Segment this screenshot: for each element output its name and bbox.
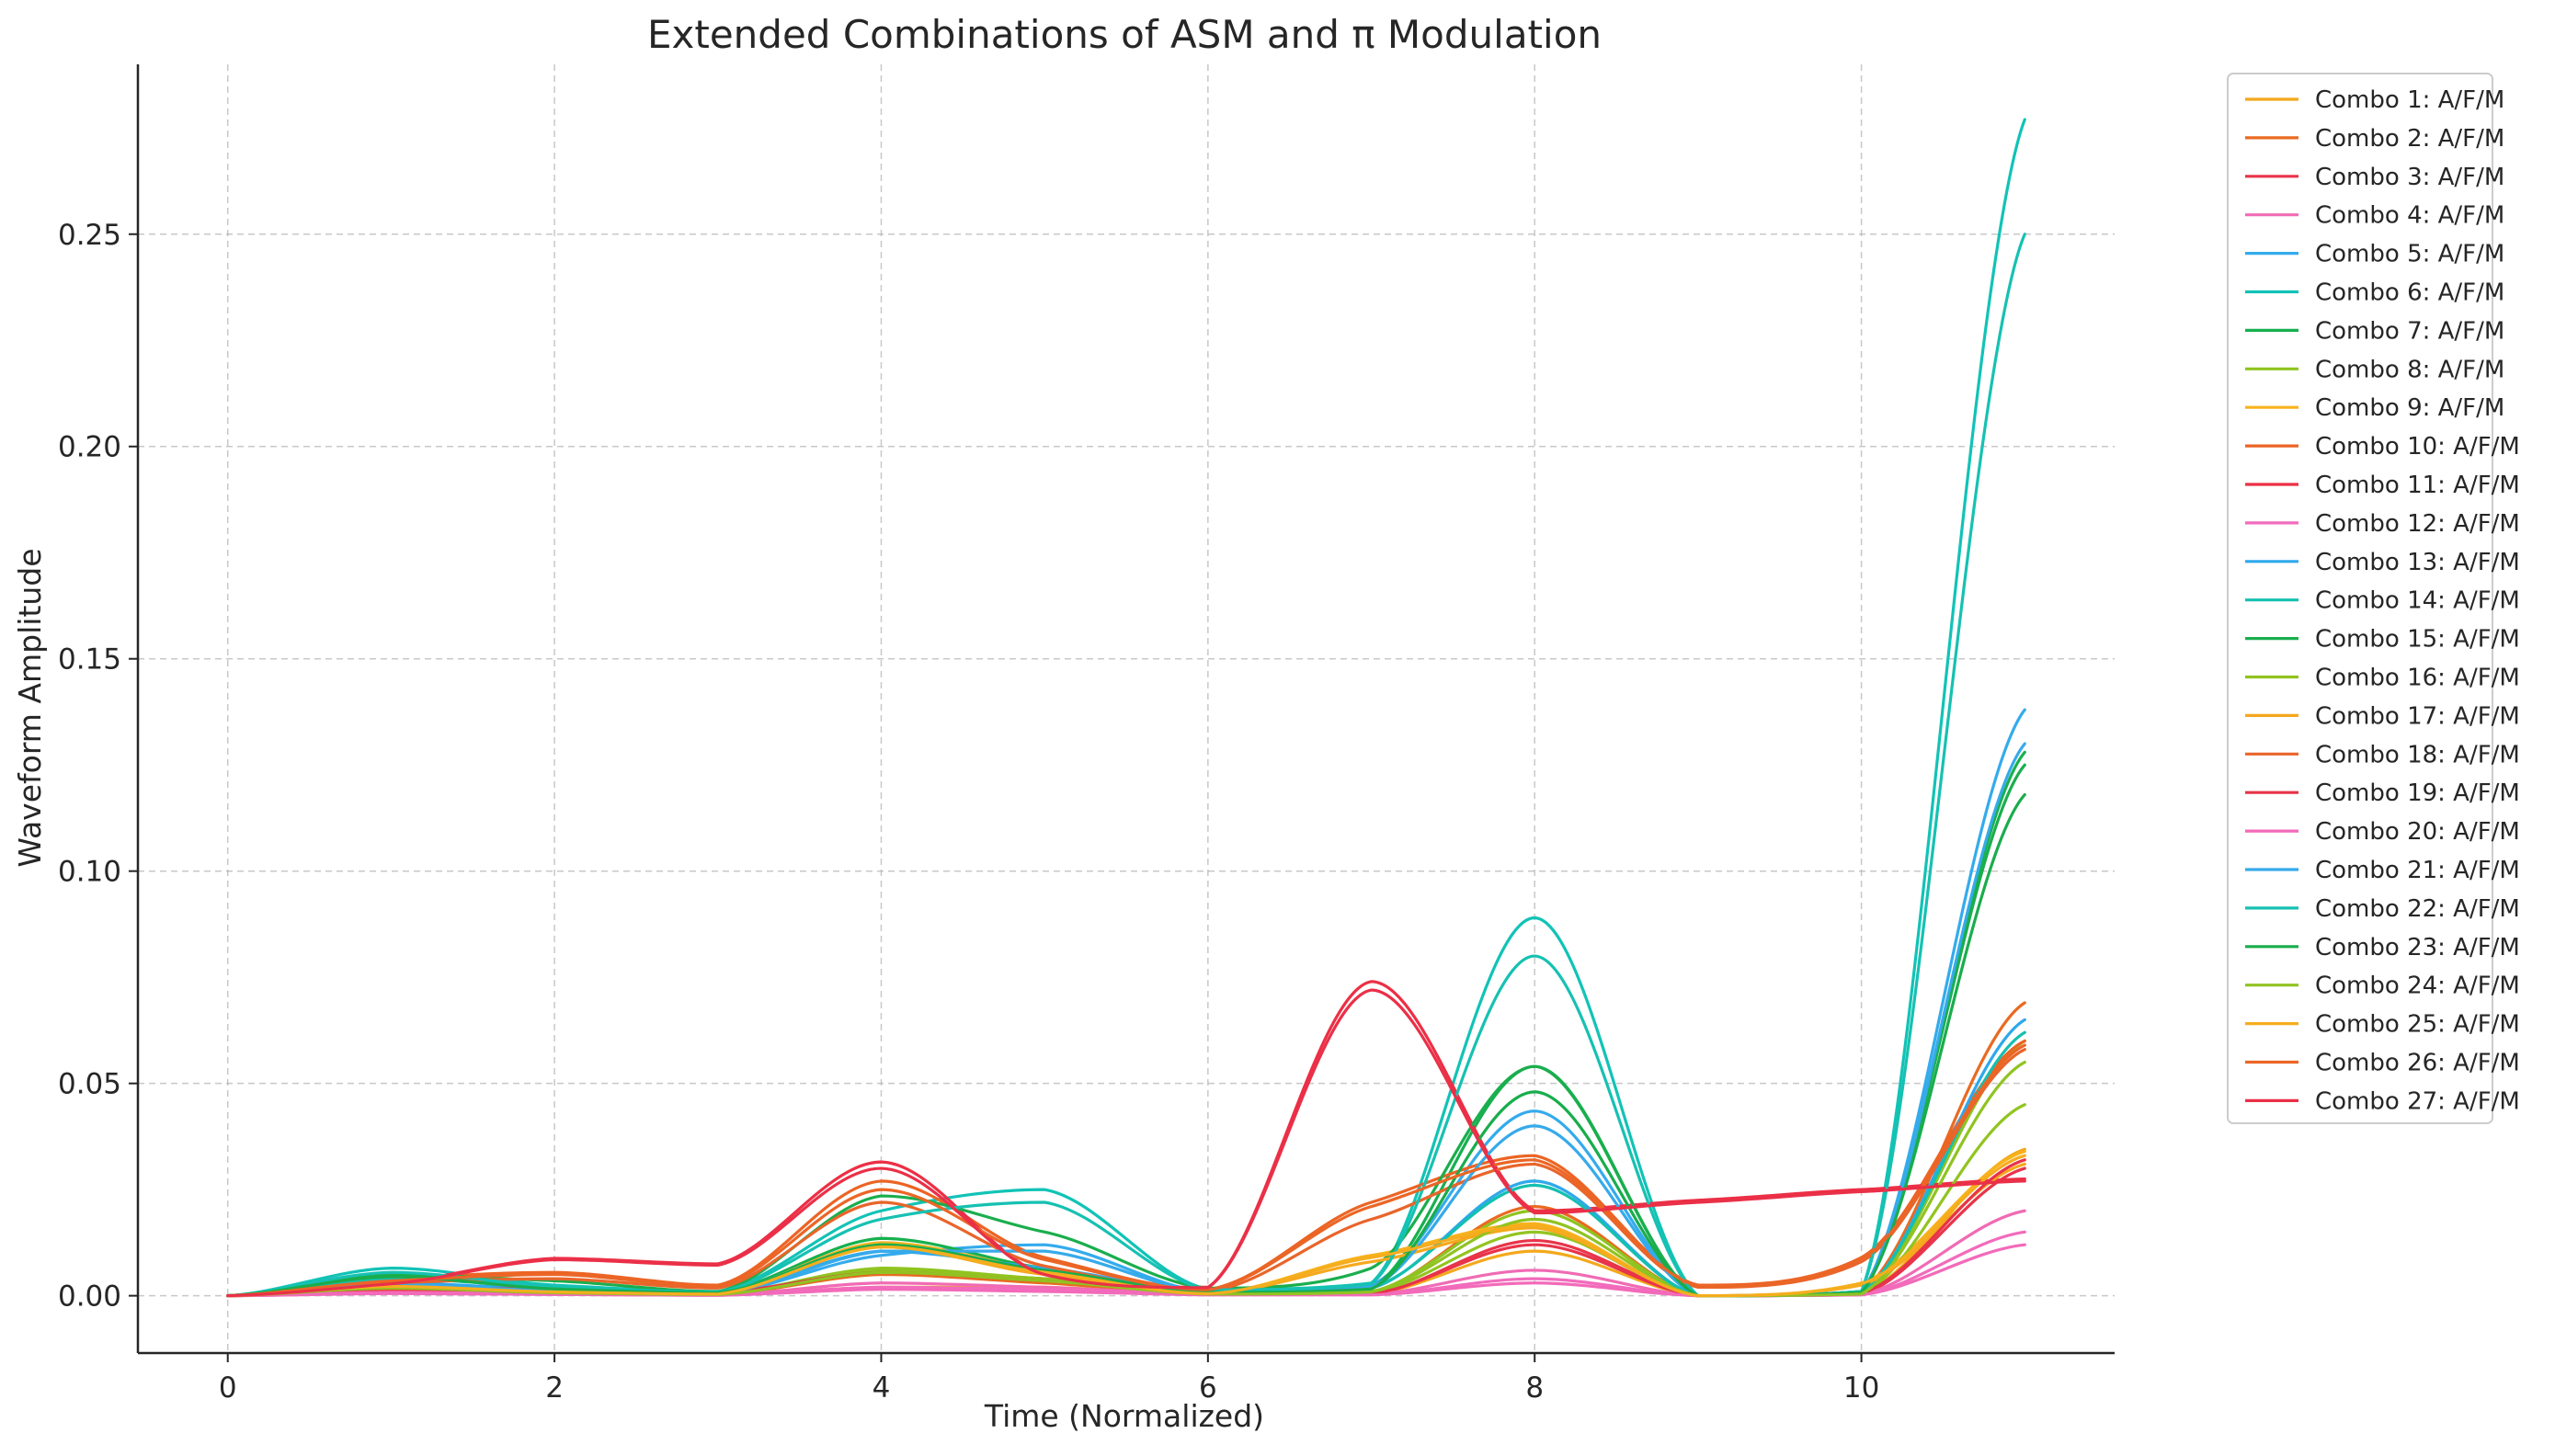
y-tick-label: 0.10 [58, 856, 121, 889]
x-tick-label: 4 [873, 1371, 891, 1405]
legend-label: Combo 8: A/F/M [2315, 356, 2504, 383]
legend-label: Combo 20: A/F/M [2315, 818, 2520, 846]
y-tick-label: 0.25 [58, 219, 121, 252]
series-line-combo-27 [226, 988, 2026, 1298]
legend-label: Combo 21: A/F/M [2315, 857, 2520, 884]
legend-label: Combo 3: A/F/M [2315, 164, 2504, 191]
x-tick-label: 0 [219, 1371, 237, 1405]
legend-frame [2227, 73, 2493, 1124]
legend-label: Combo 4: A/F/M [2315, 202, 2504, 230]
legend-label: Combo 2: A/F/M [2315, 125, 2504, 153]
legend-label: Combo 1: A/F/M [2315, 86, 2504, 114]
series-line-combo-26 [226, 1043, 2026, 1298]
legend-label: Combo 19: A/F/M [2315, 779, 2520, 807]
x-tick-label: 6 [1199, 1371, 1217, 1405]
legend-items: Combo 1: A/F/M Combo 2: A/F/M Combo 3: A/F… [2245, 86, 2520, 1115]
legend-label: Combo 12: A/F/M [2315, 510, 2520, 538]
legend-label: Combo 26: A/F/M [2315, 1050, 2520, 1077]
axes [129, 64, 2115, 1362]
legend-label: Combo 27: A/F/M [2315, 1087, 2520, 1115]
y-axis-label: Waveform Amplitude [12, 548, 48, 867]
legend-label: Combo 14: A/F/M [2315, 587, 2520, 615]
y-tick-label: 0.20 [58, 431, 121, 464]
chart-title: Extended Combinations of ASM and π Modul… [647, 12, 1602, 57]
tick-labels: 0 2 4 6 8 10 0.00 0.05 0.10 0.15 0.20 0.25 [58, 219, 1879, 1405]
x-tick-label: 10 [1843, 1371, 1879, 1405]
legend-label: Combo 15: A/F/M [2315, 626, 2520, 654]
legend-label: Combo 17: A/F/M [2315, 702, 2520, 730]
legend-label: Combo 7: A/F/M [2315, 317, 2504, 345]
legend-label: Combo 11: A/F/M [2315, 472, 2520, 499]
legend-label: Combo 9: A/F/M [2315, 394, 2504, 422]
legend-label: Combo 6: A/F/M [2315, 279, 2504, 307]
legend-label: Combo 13: A/F/M [2315, 549, 2520, 576]
legend-label: Combo 10: A/F/M [2315, 433, 2520, 461]
legend-label: Combo 24: A/F/M [2315, 973, 2520, 1000]
legend: Combo 1: A/F/M Combo 2: A/F/M Combo 3: A/F… [2227, 73, 2520, 1124]
series-lines [226, 118, 2026, 1298]
y-tick-label: 0.15 [58, 643, 121, 677]
x-axis-label: Time (Normalized) [984, 1398, 1264, 1434]
x-tick-label: 2 [545, 1371, 564, 1405]
legend-label: Combo 22: A/F/M [2315, 895, 2520, 923]
y-tick-label: 0.05 [58, 1068, 121, 1101]
legend-label: Combo 25: A/F/M [2315, 1011, 2520, 1039]
legend-label: Combo 5: A/F/M [2315, 241, 2504, 268]
legend-label: Combo 16: A/F/M [2315, 665, 2520, 692]
x-tick-label: 8 [1525, 1371, 1544, 1405]
legend-label: Combo 18: A/F/M [2315, 741, 2520, 768]
legend-label: Combo 23: A/F/M [2315, 934, 2520, 961]
y-tick-label: 0.00 [58, 1280, 121, 1314]
